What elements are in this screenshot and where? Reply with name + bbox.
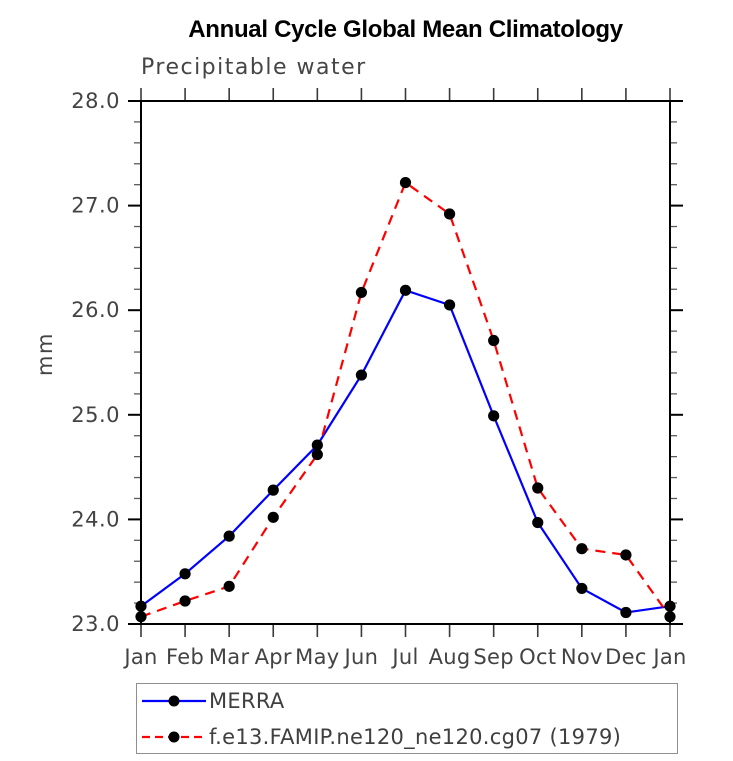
data-marker-0 (267, 484, 279, 496)
data-marker-1 (355, 286, 368, 299)
x-tick-label: Jan (651, 645, 686, 669)
y-axis-label: mm (33, 332, 57, 376)
data-marker-1 (223, 580, 235, 592)
y-tick-label: 28.0 (71, 89, 120, 113)
x-tick-label: Sep (473, 645, 513, 669)
chart-subtitle: Precipitable water (141, 55, 367, 80)
x-tick-label: Aug (429, 645, 471, 669)
series-line-0 (140, 288, 671, 614)
chart-title: Annual Cycle Global Mean Climatology (188, 16, 623, 43)
legend-label: f.e13.FAMIP.ne120_ne120.cg07 (1979) (209, 724, 622, 749)
x-tick-label: Feb (166, 645, 204, 669)
x-tick-label: Oct (519, 645, 556, 669)
x-tick-label: Jul (390, 645, 418, 669)
axis-box (140, 100, 671, 625)
y-tick-label: 26.0 (71, 298, 120, 322)
marker-dot-icon (168, 731, 180, 742)
data-marker-0 (223, 530, 235, 542)
legend: MERRA f.e13.FAMIP.ne120_ne120.cg07 (1979… (136, 683, 678, 754)
data-marker-1 (135, 611, 147, 623)
data-marker-0 (532, 516, 544, 529)
data-marker-0 (179, 568, 191, 580)
data-marker-0 (399, 284, 412, 296)
data-marker-1 (443, 208, 456, 220)
data-marker-0 (664, 600, 676, 612)
legend-item-merra: MERRA (140, 688, 285, 713)
data-marker-1 (179, 595, 191, 607)
data-marker-0 (443, 299, 456, 311)
data-marker-0 (311, 439, 323, 451)
data-marker-0 (576, 582, 588, 595)
data-marker-1 (399, 176, 412, 189)
data-marker-0 (355, 369, 368, 381)
legend-line-sample-dashed (142, 731, 206, 742)
data-marker-1 (576, 543, 588, 555)
y-tick-label: 25.0 (71, 403, 120, 427)
legend-label: MERRA (209, 688, 285, 713)
legend-line-sample-solid (142, 695, 206, 706)
x-tick-label: Jun (343, 645, 379, 669)
series-line-1 (140, 180, 671, 618)
y-tick-label: 23.0 (71, 612, 120, 636)
x-tick-label: Nov (561, 645, 603, 669)
data-marker-0 (620, 606, 632, 619)
legend-item-model: f.e13.FAMIP.ne120_ne120.cg07 (1979) (140, 724, 621, 749)
data-marker-1 (620, 549, 632, 561)
x-tick-label: Apr (255, 645, 292, 669)
y-tick-label: 24.0 (71, 507, 120, 531)
x-tick-label: May (295, 645, 339, 669)
x-tick-label: Jan (122, 645, 157, 669)
data-marker-0 (135, 600, 147, 612)
data-marker-1 (488, 334, 500, 347)
x-tick-label: Mar (209, 645, 250, 669)
data-marker-1 (664, 611, 676, 623)
data-marker-0 (488, 410, 500, 422)
data-marker-1 (311, 448, 323, 461)
marker-dot-icon (168, 695, 180, 706)
data-marker-1 (532, 482, 544, 494)
data-marker-1 (267, 511, 279, 523)
x-tick-label: Dec (605, 645, 647, 669)
y-tick-label: 27.0 (71, 194, 120, 218)
